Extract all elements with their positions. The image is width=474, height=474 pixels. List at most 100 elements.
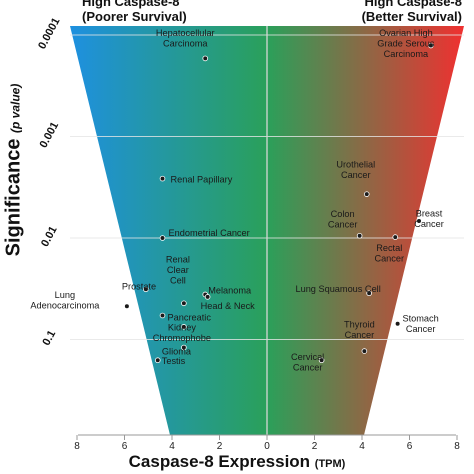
point-marker	[143, 286, 149, 293]
y-tick-label: 0.0001	[36, 16, 62, 51]
point-marker	[392, 234, 399, 240]
y-axis-label: Significance	[2, 138, 25, 257]
point-label: Lung	[55, 290, 75, 300]
point-marker	[428, 42, 434, 49]
point-label: Glioma	[162, 347, 192, 357]
point-label: Hepatocellular	[156, 28, 215, 38]
point-label: Cancer	[374, 254, 404, 264]
point-label: Endometrial Cancer	[169, 228, 250, 238]
x-tick-label: 8	[454, 441, 460, 452]
data-point: Prostate	[122, 281, 156, 293]
point-marker	[124, 303, 130, 310]
point-marker	[154, 357, 161, 364]
x-tick-label: 2	[312, 441, 318, 452]
point-label: Cancer	[406, 324, 436, 334]
point-marker	[204, 294, 211, 300]
data-point: Renal Papillary	[159, 175, 233, 185]
point-label: Thyroid	[344, 320, 375, 330]
header-right: High Caspase-8 (Better Survival)	[362, 0, 462, 24]
x-axis-unit: (TPM)	[314, 458, 346, 470]
data-point: Head & Neck	[201, 294, 256, 311]
point-marker	[181, 300, 187, 307]
y-tick-label: 0.01	[39, 224, 60, 249]
x-tick-label: 0	[264, 441, 270, 452]
point-label: Cervical	[291, 352, 324, 362]
point-label: Cancer	[341, 170, 371, 180]
point-label: Melanoma	[208, 285, 252, 295]
point-label: Renal	[166, 254, 190, 264]
data-point: Testis	[154, 356, 186, 366]
point-label: Adenocarcinoma	[30, 300, 100, 310]
data-point: Pancreatic	[159, 312, 212, 322]
point-label: Cancer	[345, 330, 375, 340]
data-point: Lung Squamous Cell	[295, 284, 381, 297]
point-label: Pancreatic	[168, 312, 212, 322]
point-marker	[159, 235, 166, 241]
point-label: Breast	[416, 209, 443, 219]
data-point: Melanoma	[202, 285, 252, 298]
point-marker	[356, 232, 363, 239]
header-left-line1: High Caspase-8	[82, 0, 180, 9]
header-left-line2: (Poorer Survival)	[82, 9, 187, 24]
x-tick-label: 4	[359, 441, 365, 452]
point-label: Renal Papillary	[171, 175, 233, 185]
point-label: Lung Squamous Cell	[295, 284, 380, 294]
point-marker	[366, 290, 372, 297]
point-label: Cancer	[414, 219, 444, 229]
point-label: Ovarian High	[379, 28, 433, 38]
x-tick-label: 8	[74, 441, 80, 452]
x-tick-label: 4	[169, 441, 175, 452]
point-label: Carcinoma	[163, 38, 208, 48]
point-label: Testis	[162, 356, 186, 366]
y-axis-unit: (p value)	[8, 83, 23, 133]
point-label: Urothelial	[336, 160, 375, 170]
point-label: Cancer	[293, 362, 323, 372]
header-right-line2: (Better Survival)	[361, 9, 462, 24]
point-marker	[394, 320, 401, 327]
point-label: Rectal	[376, 243, 402, 253]
header-right-line1: High Caspase-8	[364, 0, 462, 9]
point-label: Clear	[167, 265, 189, 275]
point-label: Carcinoma	[384, 49, 429, 59]
data-point: Glioma	[162, 344, 192, 357]
point-marker	[361, 348, 368, 354]
y-tick-label: 0.001	[38, 120, 62, 150]
point-label: Kidney	[168, 323, 196, 333]
point-marker	[181, 344, 187, 351]
point-marker	[416, 218, 422, 224]
header-left: High Caspase-8 (Poorer Survival)	[82, 0, 187, 24]
x-tick-label: 6	[122, 441, 128, 452]
point-label: Head & Neck	[201, 301, 256, 311]
point-label: Colon	[331, 209, 355, 219]
point-label: Chromophobe	[153, 333, 211, 343]
point-marker	[202, 55, 209, 62]
point-label: Prostate	[122, 281, 156, 291]
y-tick-label: 0.1	[40, 329, 58, 348]
data-point: Endometrial Cancer	[159, 228, 250, 241]
point-label: Cell	[170, 275, 186, 285]
point-label: Grade Serous	[377, 39, 435, 49]
point-marker	[181, 324, 187, 330]
point-label: Cancer	[328, 220, 358, 230]
point-marker	[159, 175, 166, 182]
point-marker	[318, 357, 325, 364]
x-axis-label: Caspase-8 Expression	[128, 452, 311, 471]
x-ticks: 8 6 4 2 0 2 4 6 8	[74, 435, 460, 452]
x-tick-label: 2	[217, 441, 223, 452]
point-marker	[363, 191, 370, 197]
x-axis-title: Caspase-8 Expression (TPM)	[0, 452, 474, 472]
